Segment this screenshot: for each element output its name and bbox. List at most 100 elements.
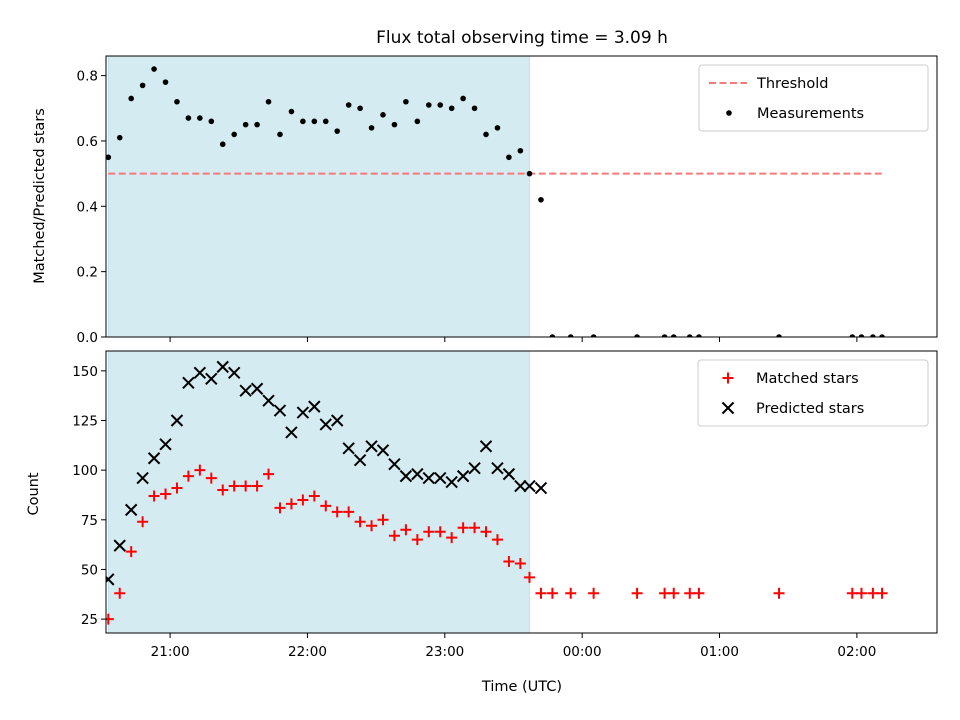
measurement-point bbox=[334, 128, 341, 134]
predicted-stars-point bbox=[262, 394, 275, 407]
bottom-y-tick-label: 150 bbox=[72, 364, 98, 380]
bottom-legend: Matched stars Predicted stars bbox=[697, 359, 929, 427]
measurement-point bbox=[403, 98, 409, 105]
bottom-y-tick-label: 50 bbox=[81, 562, 98, 578]
measurement-point bbox=[345, 102, 352, 108]
top-legend-label: Measurements bbox=[757, 106, 864, 122]
x-axis-label: Time (UTC) bbox=[481, 679, 562, 695]
top-plot-area bbox=[106, 66, 885, 337]
measurement-point bbox=[322, 118, 329, 125]
measurement-point bbox=[242, 121, 249, 128]
predicted-stars-point bbox=[182, 376, 195, 389]
predicted-stars-point bbox=[147, 452, 161, 465]
matched-stars-point bbox=[240, 480, 252, 492]
bottom-legend-label: Matched stars bbox=[756, 371, 859, 387]
predicted-stars-point bbox=[205, 372, 218, 386]
measurement-point bbox=[858, 334, 865, 337]
x-tick-label: 00:00 bbox=[563, 644, 602, 660]
top-panel: 0.0 0.2 0.4 0.6 0.8 Threshold Measurements bbox=[77, 55, 938, 346]
matched-stars-point bbox=[263, 468, 275, 480]
predicted-stars-point bbox=[399, 469, 413, 483]
matched-stars-point bbox=[114, 587, 126, 599]
predicted-stars-point bbox=[479, 440, 493, 453]
bottom-axes-frame bbox=[105, 350, 938, 634]
matched-stars-point bbox=[182, 470, 194, 482]
matched-stars-point bbox=[631, 587, 643, 599]
predicted-stars-point bbox=[296, 406, 310, 419]
bottom-legend-box bbox=[697, 359, 929, 427]
measurement-point bbox=[288, 108, 295, 115]
matched-stars-point bbox=[274, 502, 286, 514]
predicted-stars-point bbox=[319, 418, 332, 431]
predicted-stars-point bbox=[353, 454, 367, 467]
predicted-stars-point bbox=[445, 475, 458, 489]
measurement-point bbox=[254, 121, 260, 128]
top-y-tick-label: 0.6 bbox=[77, 134, 98, 150]
measurement-point bbox=[549, 334, 556, 337]
measurement-point bbox=[538, 196, 544, 203]
x-tick-label: 02:00 bbox=[837, 644, 876, 660]
matched-stars-point bbox=[773, 587, 785, 599]
predicted-stars-point bbox=[376, 444, 390, 457]
predicted-stars-point bbox=[534, 481, 548, 495]
predicted-stars-point bbox=[113, 539, 126, 552]
measurement-point bbox=[776, 334, 782, 337]
matched-stars-point bbox=[297, 494, 309, 506]
measurement-point bbox=[116, 134, 123, 141]
measurement-point bbox=[696, 334, 702, 337]
measurement-point bbox=[437, 102, 444, 108]
measurement-point bbox=[483, 131, 489, 138]
measurement-point bbox=[849, 334, 856, 337]
matched-stars-point bbox=[137, 516, 149, 528]
top-y-tick-label: 0.4 bbox=[77, 199, 98, 215]
matched-stars-point bbox=[434, 526, 446, 538]
bottom-legend-label: Predicted stars bbox=[756, 401, 864, 417]
measurement-point bbox=[300, 118, 306, 125]
predicted-stars-point bbox=[273, 404, 287, 417]
predicted-stars-point bbox=[523, 479, 536, 493]
matched-stars-point bbox=[228, 480, 240, 492]
measurement-point bbox=[506, 154, 512, 161]
matched-stars-point bbox=[354, 516, 366, 528]
measurement-point bbox=[231, 131, 237, 138]
predicted-stars-point bbox=[308, 400, 321, 413]
measurement-point bbox=[277, 131, 283, 138]
measurement-point bbox=[380, 112, 386, 118]
measurement-point bbox=[265, 98, 272, 105]
measurement-point bbox=[448, 105, 455, 112]
top-legend-box bbox=[698, 64, 929, 132]
measurement-point bbox=[590, 334, 597, 337]
predicted-stars-point bbox=[502, 467, 516, 481]
x-tick-label: 21:00 bbox=[151, 644, 190, 660]
predicted-stars-point bbox=[106, 573, 115, 586]
bottom-y-tick-label: 75 bbox=[81, 513, 98, 529]
predicted-stars-point bbox=[239, 384, 252, 397]
predicted-stars-point bbox=[514, 479, 527, 493]
measurement-point bbox=[368, 125, 375, 131]
matched-stars-point bbox=[469, 522, 481, 534]
measurement-point bbox=[391, 121, 398, 128]
top-legend-label: Threshold bbox=[756, 76, 828, 92]
matched-stars-point bbox=[565, 587, 577, 599]
matched-stars-point bbox=[535, 587, 547, 599]
bottom-y-axis-label: Count bbox=[26, 472, 42, 515]
matched-stars-point bbox=[423, 526, 435, 538]
predicted-stars-point bbox=[136, 471, 149, 485]
measurement-point bbox=[185, 115, 192, 121]
matched-stars-point bbox=[693, 587, 705, 599]
matched-stars-point bbox=[377, 514, 389, 526]
measurement-point bbox=[208, 118, 215, 125]
matched-stars-point bbox=[491, 534, 503, 546]
bottom-y-tick-label: 100 bbox=[72, 463, 98, 479]
measurement-point bbox=[174, 98, 180, 105]
measurement-point bbox=[661, 334, 668, 337]
measurement-point bbox=[634, 334, 640, 337]
measurement-point bbox=[567, 334, 574, 337]
measurement-point bbox=[494, 125, 501, 131]
measurement-point bbox=[311, 118, 318, 125]
predicted-stars-point bbox=[250, 382, 264, 395]
predicted-stars-point bbox=[434, 471, 447, 485]
bottom-panel: 25 50 75 100 125 150 21:00 22:00 23:00 00:00 01:00… bbox=[72, 350, 938, 660]
matched-stars-point bbox=[668, 587, 680, 599]
